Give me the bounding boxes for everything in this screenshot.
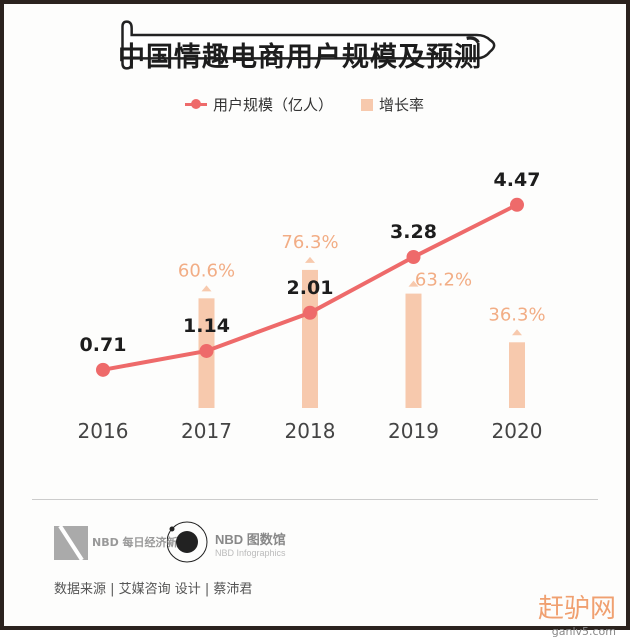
bar-marker-2019 <box>408 280 419 287</box>
x-tick-2016: 2016 <box>78 419 129 443</box>
title-banner <box>121 20 496 70</box>
nbd-logo: NBD 每日经济新闻 <box>54 524 189 564</box>
logo2-sub-text: NBD Infographics <box>215 548 286 558</box>
legend-label-line: 用户规模（亿人） <box>213 96 334 114</box>
bar-2018 <box>302 269 318 408</box>
x-tick-2019: 2019 <box>388 419 439 443</box>
legend: 用户规模（亿人） 增长率 <box>185 94 424 115</box>
line-point-2019 <box>406 250 421 265</box>
line-point-2020 <box>510 197 524 212</box>
line-label-2016: 0.71 <box>80 334 127 356</box>
x-tick-2017: 2017 <box>181 419 232 443</box>
chart-plot: 60.6% 76.3% 63.2% 36.3% 0.71 1.14 2.01 3.28 4.47… <box>78 169 546 443</box>
bar-label-2019: 63.2% <box>415 270 472 291</box>
source-credit: 数据来源 | 艾媒咨询 设计 | 蔡沛君 <box>54 582 253 597</box>
bar-2020 <box>509 342 525 408</box>
bar-label-2020: 36.3% <box>488 304 545 325</box>
bar-marker-2017 <box>201 285 212 292</box>
watermark-text: 赶驴网 <box>537 594 616 624</box>
line-point-2017 <box>199 343 214 358</box>
divider <box>32 499 598 500</box>
line-label-2018: 2.01 <box>287 277 334 299</box>
x-tick-2020: 2020 <box>492 419 543 443</box>
legend-line-swatch <box>185 99 207 109</box>
line-label-2020: 4.47 <box>494 169 541 191</box>
bar-marker-2018 <box>305 256 315 263</box>
watermark-url: ganlv5.com <box>551 625 616 638</box>
bar-2019 <box>405 293 422 408</box>
line-point-2018 <box>303 305 317 320</box>
line-label-2019: 3.28 <box>390 221 437 243</box>
logo2-main-text: NBD 图数馆 <box>215 532 286 547</box>
nbd-logo-mark <box>54 524 88 562</box>
nbd-logo-text: NBD 每日经济新闻 <box>92 536 189 549</box>
watermark: 赶驴网 ganlv5.com <box>538 588 616 638</box>
line-point-2016 <box>96 362 110 377</box>
chart-title: 中国情趣电商用户规模及预测 <box>118 42 482 73</box>
bar-marker-2020 <box>512 329 522 336</box>
line-label-2017: 1.14 <box>183 315 230 337</box>
legend-label-bar: 增长率 <box>379 96 425 114</box>
x-tick-2018: 2018 <box>285 419 336 443</box>
bar-label-2017: 60.6% <box>178 260 235 281</box>
bar-label-2018: 76.3% <box>281 232 338 253</box>
legend-bar-swatch <box>361 98 374 111</box>
